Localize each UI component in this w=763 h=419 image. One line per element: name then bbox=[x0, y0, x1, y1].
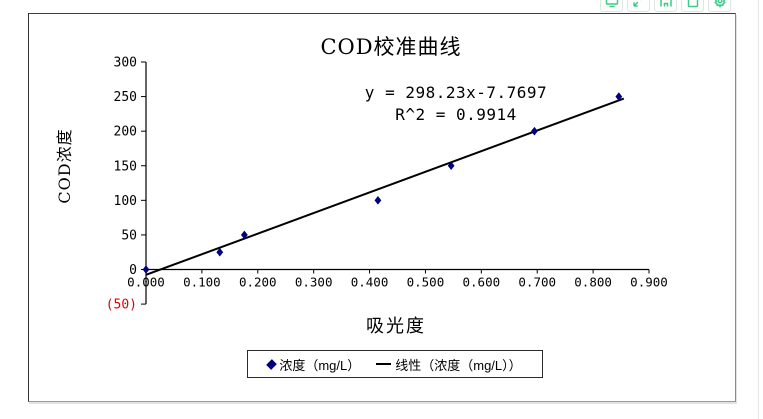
legend-trendline-label: 线性（浓度（mg/L）） bbox=[395, 357, 522, 373]
x-tick-label: 0.900 bbox=[630, 275, 668, 290]
legend-item-series: 浓度（mg/L） bbox=[266, 355, 361, 374]
monitor-icon bbox=[604, 0, 620, 11]
home-icon-button[interactable] bbox=[654, 0, 677, 12]
data-point bbox=[142, 265, 150, 274]
data-point bbox=[240, 230, 248, 240]
data-point bbox=[447, 161, 455, 171]
data-point bbox=[374, 196, 382, 205]
x-tick-label: 0.500 bbox=[407, 275, 445, 290]
y-tick-label: 250 bbox=[114, 90, 137, 105]
window-edge-divider bbox=[758, 0, 759, 419]
chart-title: COD校准曲线 bbox=[320, 35, 462, 59]
y-tick-label: 300 bbox=[114, 56, 137, 71]
x-tick-label: 0.300 bbox=[295, 275, 333, 290]
y-tick-label: 50 bbox=[121, 228, 137, 243]
legend-item-trendline: 线性（浓度（mg/L）） bbox=[376, 355, 522, 374]
x-tick-label: 0.100 bbox=[183, 275, 221, 290]
x-axis-title: 吸光度 bbox=[366, 316, 426, 337]
y-tick-label: 150 bbox=[114, 159, 137, 174]
y-tick-label: 200 bbox=[114, 125, 137, 140]
line-marker-icon bbox=[376, 363, 392, 365]
document-icon-button[interactable] bbox=[681, 0, 704, 12]
document-icon bbox=[685, 0, 701, 11]
trendline bbox=[145, 97, 625, 276]
expand-arrows-icon bbox=[631, 0, 647, 11]
y-tick-label: 100 bbox=[114, 194, 137, 209]
x-tick-label: 0.600 bbox=[463, 275, 501, 290]
diamond-marker-icon bbox=[266, 358, 278, 370]
y-axis-title: COD浓度 bbox=[55, 128, 74, 204]
x-tick-label: 0.700 bbox=[518, 275, 556, 290]
data-point bbox=[531, 126, 538, 136]
expand-arrows-icon-button[interactable] bbox=[627, 0, 650, 12]
equation-line: y = 298.23x-7.7697 bbox=[364, 83, 548, 102]
gear-icon bbox=[712, 0, 728, 11]
x-tick-label: 0.800 bbox=[574, 275, 612, 290]
x-tick-label: 0.000 bbox=[127, 275, 165, 290]
x-tick-label: 0.200 bbox=[239, 275, 277, 290]
legend-series-label: 浓度（mg/L） bbox=[279, 357, 361, 373]
home-icon bbox=[658, 0, 674, 11]
data-point bbox=[615, 92, 623, 101]
r-squared-line: R^2 = 0.9914 bbox=[395, 105, 517, 124]
gear-icon-button[interactable] bbox=[708, 0, 731, 12]
chart-legend: 浓度（mg/L） 线性（浓度（mg/L）） bbox=[247, 350, 543, 378]
data-point bbox=[216, 247, 224, 257]
trendline-equation: y = 298.23x-7.7697 R^2 = 0.9914 bbox=[296, 82, 616, 126]
calibration-scatter-plot: 300 250 200 150 100 50 0 (50) 0.000 0.100 0.200 0.3… bbox=[106, 56, 668, 313]
chart-frame: 300 250 200 150 100 50 0 (50) 0.000 0.100 0.200 0.3… bbox=[28, 13, 736, 402]
y-tick-label: (50) bbox=[106, 298, 137, 313]
toolbar bbox=[600, 0, 731, 12]
y-tick-label: 0 bbox=[129, 263, 137, 278]
monitor-icon-button[interactable] bbox=[600, 0, 623, 12]
x-tick-label: 0.400 bbox=[351, 275, 389, 290]
